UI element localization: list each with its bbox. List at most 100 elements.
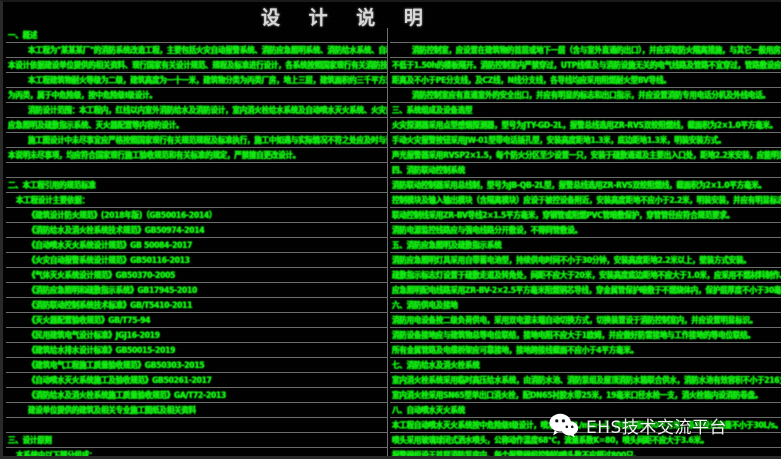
- subsection-row: 本系统由以下部分组成：: [6, 448, 387, 459]
- row-text: 《建筑电气工程施工质量验收规范》GB50303-2015: [28, 360, 205, 371]
- row-text: 为丙类，属于中危险级，按中危险级Ⅰ级设计。: [8, 90, 157, 101]
- row-text: 本工程自动喷水灭火系统按中危险级Ⅰ级设计，喷水强度6L/min·㎡，作用面积16…: [392, 420, 781, 431]
- row-text: 室内消火栓采用SN65型单出口消火栓，配DN65衬胶水带25米，19毫米口径水枪…: [392, 390, 763, 401]
- section-heading-row: 八、自动喷水灭火系统: [390, 403, 781, 418]
- row-text: 《灭火器配置验收规范》GB/T75-94: [28, 315, 151, 326]
- text-row: 《民用建筑电气设计标准》JGJ16-2019: [6, 328, 387, 343]
- subsection-row: 本工程设计主要依据：: [6, 193, 387, 208]
- row-text: 本说明未尽事项，均应符合国家现行施工验收规范和有关标准的规定，严禁擅自更改设计。: [8, 150, 300, 161]
- row-text: 二、本工程引用的规范标准: [8, 180, 96, 191]
- text-row: 应急照明及疏散指示系统、灭火器配置等内容的设计。: [6, 118, 387, 133]
- row-text: 五、消防应急照明及疏散指示系统: [392, 240, 502, 251]
- section-heading-row: 六、消防供电及接地: [390, 298, 781, 313]
- row-text: 消防控制室应有直通室外的安全出口，并应有明显的标志和出口指示，并应设置消防专用电…: [412, 90, 770, 101]
- row-text: 本工程建筑物耐火等级为二级，建筑高度为一十一米，建筑物分类为丙类厂房，地上三层，…: [28, 75, 387, 86]
- row-text: 《气体灭火系统设计规范》GB50370-2005: [28, 270, 176, 281]
- row-text: 《自动喷水灭火系统设计规范》GB 50084-2017: [28, 240, 193, 251]
- row-text: 消防设备接地应与建筑物总等电位联结，接地电阻不应大于1欧姆，并应做好防雷接地与工…: [392, 330, 755, 341]
- text-row: 控制模块及输入输出模块（含隔离模块）应设于被控设备附近，安装高度距地不应小于2.…: [390, 193, 781, 208]
- text-row: 火灾探测器采用点型感烟探测器，型号为JTY-GD-2L，报警总线选用ZR-RVS…: [390, 118, 781, 133]
- spacer-row: [6, 163, 387, 178]
- row-text: 一、概述: [8, 30, 38, 41]
- row-text: 《消防应急照明和疏散指示系统》GB17945-2010: [28, 285, 198, 296]
- section-heading-row: 三、系统组成及设备选型: [390, 103, 781, 118]
- row-text: 施工图设计中未尽事宜应严格按照国家现行有关规范规程及标准执行，施工中如遇与实际情…: [28, 135, 387, 146]
- text-row: 所有金属管路及电缆桥架应可靠接地，接地跨接线截面不应小于4平方毫米。: [390, 343, 781, 358]
- row-text: 消防控制室，应设置在建筑物的首层或地下一层（含与室外直通的出口），并应采取防火隔…: [412, 45, 781, 56]
- text-row: 《自动喷水灭火系统施工及验收规范》GB50261-2017: [6, 373, 387, 388]
- text-row: 《消防给水及消火栓系统技术规范》GB50974-2014: [6, 223, 387, 238]
- row-text: 建设单位提供的建筑及相关专业施工图纸及相关资料: [28, 405, 196, 416]
- text-row: 消防设备接地应与建筑物总等电位联结，接地电阻不应大于1欧姆，并应做好防雷接地与工…: [390, 328, 781, 343]
- text-row: 本工程建筑物耐火等级为二级，建筑高度为一十一米，建筑物分类为丙类厂房，地上三层，…: [6, 73, 387, 88]
- text-row: 疏散指示标志灯设置于疏散走道及转角处，间距不应大于20米，安装高度底边距地不应大…: [390, 268, 781, 283]
- section-heading-row: 七、消防给水及消火栓系统: [390, 358, 781, 373]
- text-row: 手动火灾报警按钮采用JW-01型带电话插孔型，安装高度距地1.3米，底边距地1.…: [390, 133, 781, 148]
- row-text: 八、自动喷水灭火系统: [392, 405, 465, 416]
- row-text: 室内消火栓系统采用临时高压给水系统，由消防水池、消防泵组及屋顶消防水箱联合供水，…: [392, 375, 781, 386]
- text-row: 不低于1.50h的楼板隔开。消防控制室内严禁穿过，UTP线缆及与消防设施无关的电…: [390, 58, 781, 73]
- text-row: 《建筑给水排水设计标准》GB50015-2019: [6, 343, 387, 358]
- text-row: 《自动喷水灭火系统设计规范》GB 50084-2017: [6, 238, 387, 253]
- row-text: 火灾探测器采用点型感烟探测器，型号为JTY-GD-2L，报警总线选用ZR-RVS…: [392, 120, 778, 131]
- row-text: 六、消防供电及接地: [392, 300, 458, 311]
- row-text: 本工程为"某某某厂"的消防系统改造工程，主要包括火灾自动报警系统、消防应急照明系…: [28, 45, 387, 56]
- row-text: 《消防给水及消火栓系统技术规范》GB50974-2014: [28, 225, 205, 236]
- row-text: 《自动喷水灭火系统施工及验收规范》GB50261-2017: [28, 375, 212, 386]
- text-column-right: 消防控制室，应设置在建筑物的首层或地下一层（含与室外直通的出口），并应采取防火隔…: [390, 28, 781, 459]
- section-heading-row: 一、概述: [6, 28, 387, 43]
- text-row: 声光报警器采用RVSP2×1.5，每个防火分区至少设置一只，安装于疏散通道及主要…: [390, 148, 781, 163]
- section-heading-row: 二、本工程引用的规范标准: [6, 178, 387, 193]
- row-text: 报警阀组设于首层消防泵房内，每个报警阀组控制的喷头数不应超过800只。: [392, 450, 641, 459]
- row-text: 《消防给水及消火栓系统施工质量验收规范》GA/T72-2013: [28, 390, 227, 401]
- row-text: 《建筑设计防火规范》(2018年版)（GB50016-2014）: [28, 210, 217, 221]
- text-row: 消防电源监控线路应与强电线路分开敷设，不得同管敷设。: [390, 223, 781, 238]
- row-text: 联动控制线采用ZR-BV导线2×1.5平方毫米，穿钢管或阻燃PVC管暗敷保护，穿…: [392, 210, 734, 221]
- row-text: 本设计依据建设单位提供的相关资料、现行国家有关设计规范、规程及标准进行设计，各系…: [8, 60, 387, 71]
- text-row: 应急照明配电线路采用ZR-BV-2×2.5平方毫米阻燃铜芯导线，穿金属管保护暗敷…: [390, 283, 781, 298]
- row-text: 《消防联动控制系统技术标准》GB/T5410-2011: [28, 300, 193, 311]
- text-row: 施工图设计中未尽事宜应严格按照国家现行有关规范规程及标准执行，施工中如遇与实际情…: [6, 133, 387, 148]
- section-heading-row: 三、设计原则: [6, 433, 387, 448]
- row-text: 七、消防给水及消火栓系统: [392, 360, 480, 371]
- row-text: 本系统由以下部分组成：: [16, 450, 97, 459]
- text-row: 《消防给水及消火栓系统施工质量验收规范》GA/T72-2013: [6, 388, 387, 403]
- row-text: 三、设计原则: [8, 435, 52, 446]
- row-text: 消防联动控制器采用总线制，型号为JB-QB-2L型，报警总线选用ZR-RVS双绞…: [392, 180, 766, 191]
- section-heading-row: 五、消防应急照明及疏散指示系统: [390, 238, 781, 253]
- text-row: 为丙类，属于中危险级，按中危险级Ⅰ级设计。: [6, 88, 387, 103]
- row-text: 不低于1.50h的楼板隔开。消防控制室内严禁穿过，UTP线缆及与消防设施无关的电…: [392, 60, 781, 71]
- row-text: 声光报警器采用RVSP2×1.5，每个防火分区至少设置一只，安装于疏散通道及主要…: [392, 150, 781, 161]
- text-row: 《消防应急照明和疏散指示系统》GB17945-2010: [6, 283, 387, 298]
- text-row: 距离及不小于PE分支线，及CZ线，N线分支线，各导线均应采用阻燃耐火型BV导线。: [390, 73, 781, 88]
- text-row: 《灭火器配置验收规范》GB/T75-94: [6, 313, 387, 328]
- text-row: 喷头采用玻璃球闭式洒水喷头，公称动作温度68℃，流量系数K=80，喷头间距不应大…: [390, 433, 781, 448]
- text-row: 室内消火栓采用SN65型单出口消火栓，配DN65衬胶水带25米，19毫米口径水枪…: [390, 388, 781, 403]
- text-row: 《火灾自动报警系统设计规范》GB50116-2013: [6, 253, 387, 268]
- row-text: 消防电源监控线路应与强电线路分开敷设，不得同管敷设。: [392, 225, 582, 236]
- text-row: 《消防联动控制系统技术标准》GB/T5410-2011: [6, 298, 387, 313]
- text-row: 本设计依据建设单位提供的相关资料、现行国家有关设计规范、规程及标准进行设计，各系…: [6, 58, 387, 73]
- row-text: 消防设计范围：本工程内，红线以内室外消防给水及消防设计，室内消火栓给水系统及自动…: [28, 105, 387, 116]
- text-row: 本说明未尽事项，均应符合国家现行施工验收规范和有关标准的规定，严禁擅自更改设计。: [6, 148, 387, 163]
- page-title: 设 计 说 明: [261, 7, 434, 29]
- row-text: 三、系统组成及设备选型: [392, 105, 473, 116]
- row-text: 四、消防联动控制系统: [392, 165, 465, 176]
- text-row: 消防设计范围：本工程内，红线以内室外消防给水及消防设计，室内消火栓给水系统及自动…: [6, 103, 387, 118]
- row-text: 《民用建筑电气设计标准》JGJ16-2019: [28, 330, 160, 341]
- row-text: 所有金属管路及电缆桥架应可靠接地，接地跨接线截面不应小于4平方毫米。: [392, 345, 638, 356]
- text-row: 本工程为"某某某厂"的消防系统改造工程，主要包括火灾自动报警系统、消防应急照明系…: [6, 43, 387, 58]
- row-text: 《建筑给水排水设计标准》GB50015-2019: [28, 345, 176, 356]
- text-row: 《建筑设计防火规范》(2018年版)（GB50016-2014）: [6, 208, 387, 223]
- text-row: 消防控制室应有直通室外的安全出口，并应有明显的标志和出口指示，并应设置消防专用电…: [390, 88, 781, 103]
- text-row: 消防联动控制器采用总线制，型号为JB-QB-2L型，报警总线选用ZR-RVS双绞…: [390, 178, 781, 193]
- row-text: 《火灾自动报警系统设计规范》GB50116-2013: [28, 255, 190, 266]
- row-text: 本工程设计主要依据：: [16, 195, 89, 206]
- text-row: 消防控制室，应设置在建筑物的首层或地下一层（含与室外直通的出口），并应采取防火隔…: [390, 43, 781, 58]
- drawing-title-bar: 设 计 说 明: [3, 2, 781, 29]
- row-text: 喷头采用玻璃球闭式洒水喷头，公称动作温度68℃，流量系数K=80，喷头间距不应大…: [392, 435, 709, 446]
- text-row: 本工程自动喷水灭火系统按中危险级Ⅰ级设计，喷水强度6L/min·㎡，作用面积16…: [390, 418, 781, 433]
- text-row: 室内消火栓系统采用临时高压给水系统，由消防水池、消防泵组及屋顶消防水箱联合供水，…: [390, 373, 781, 388]
- text-row: 《建筑电气工程施工质量验收规范》GB50303-2015: [6, 358, 387, 373]
